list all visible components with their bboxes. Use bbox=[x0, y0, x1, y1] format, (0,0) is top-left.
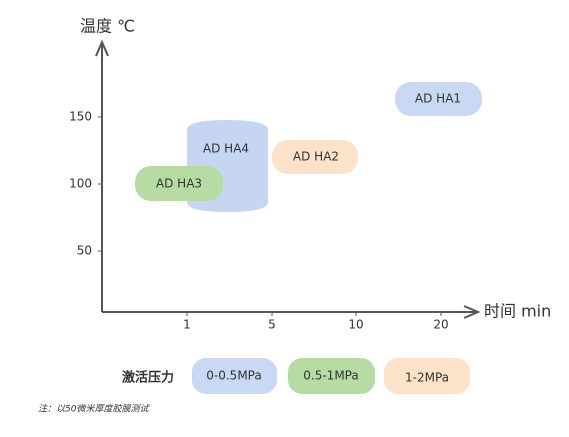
legend-swatch bbox=[288, 358, 375, 394]
range-blob bbox=[135, 166, 223, 201]
x-tick-label: 10 bbox=[348, 318, 363, 332]
x-tick-label: 1 bbox=[183, 318, 191, 332]
blob-label: AD HA2 bbox=[293, 150, 339, 164]
legend-label: 0.5-1MPa bbox=[303, 369, 358, 383]
x-tick-label: 20 bbox=[433, 318, 448, 332]
range-blob bbox=[395, 82, 482, 116]
arrow bbox=[95, 39, 109, 57]
y-axis-label: 温度 ℃ bbox=[80, 17, 135, 36]
range-blob bbox=[272, 140, 358, 174]
arrow bbox=[463, 305, 481, 319]
legend-swatch bbox=[384, 358, 470, 394]
x-axis-label: 时间 min bbox=[484, 302, 551, 321]
note: 注：以50微米厚度胶膜测试 bbox=[38, 404, 150, 415]
legend-label: 1-2MPa bbox=[405, 371, 449, 385]
blob-label: AD HA4 bbox=[203, 142, 249, 156]
blob-label: AD HA3 bbox=[156, 177, 202, 191]
y-tick-label: 100 bbox=[69, 177, 92, 191]
legend-title: 激活压力 bbox=[122, 370, 174, 386]
legend-label: 0-0.5MPa bbox=[206, 369, 261, 383]
blob-label: AD HA1 bbox=[415, 92, 461, 106]
y-tick-label: 50 bbox=[77, 244, 92, 258]
legend-swatch bbox=[192, 358, 277, 394]
y-tick-label: 150 bbox=[69, 110, 92, 124]
x-tick-label: 5 bbox=[268, 318, 276, 332]
